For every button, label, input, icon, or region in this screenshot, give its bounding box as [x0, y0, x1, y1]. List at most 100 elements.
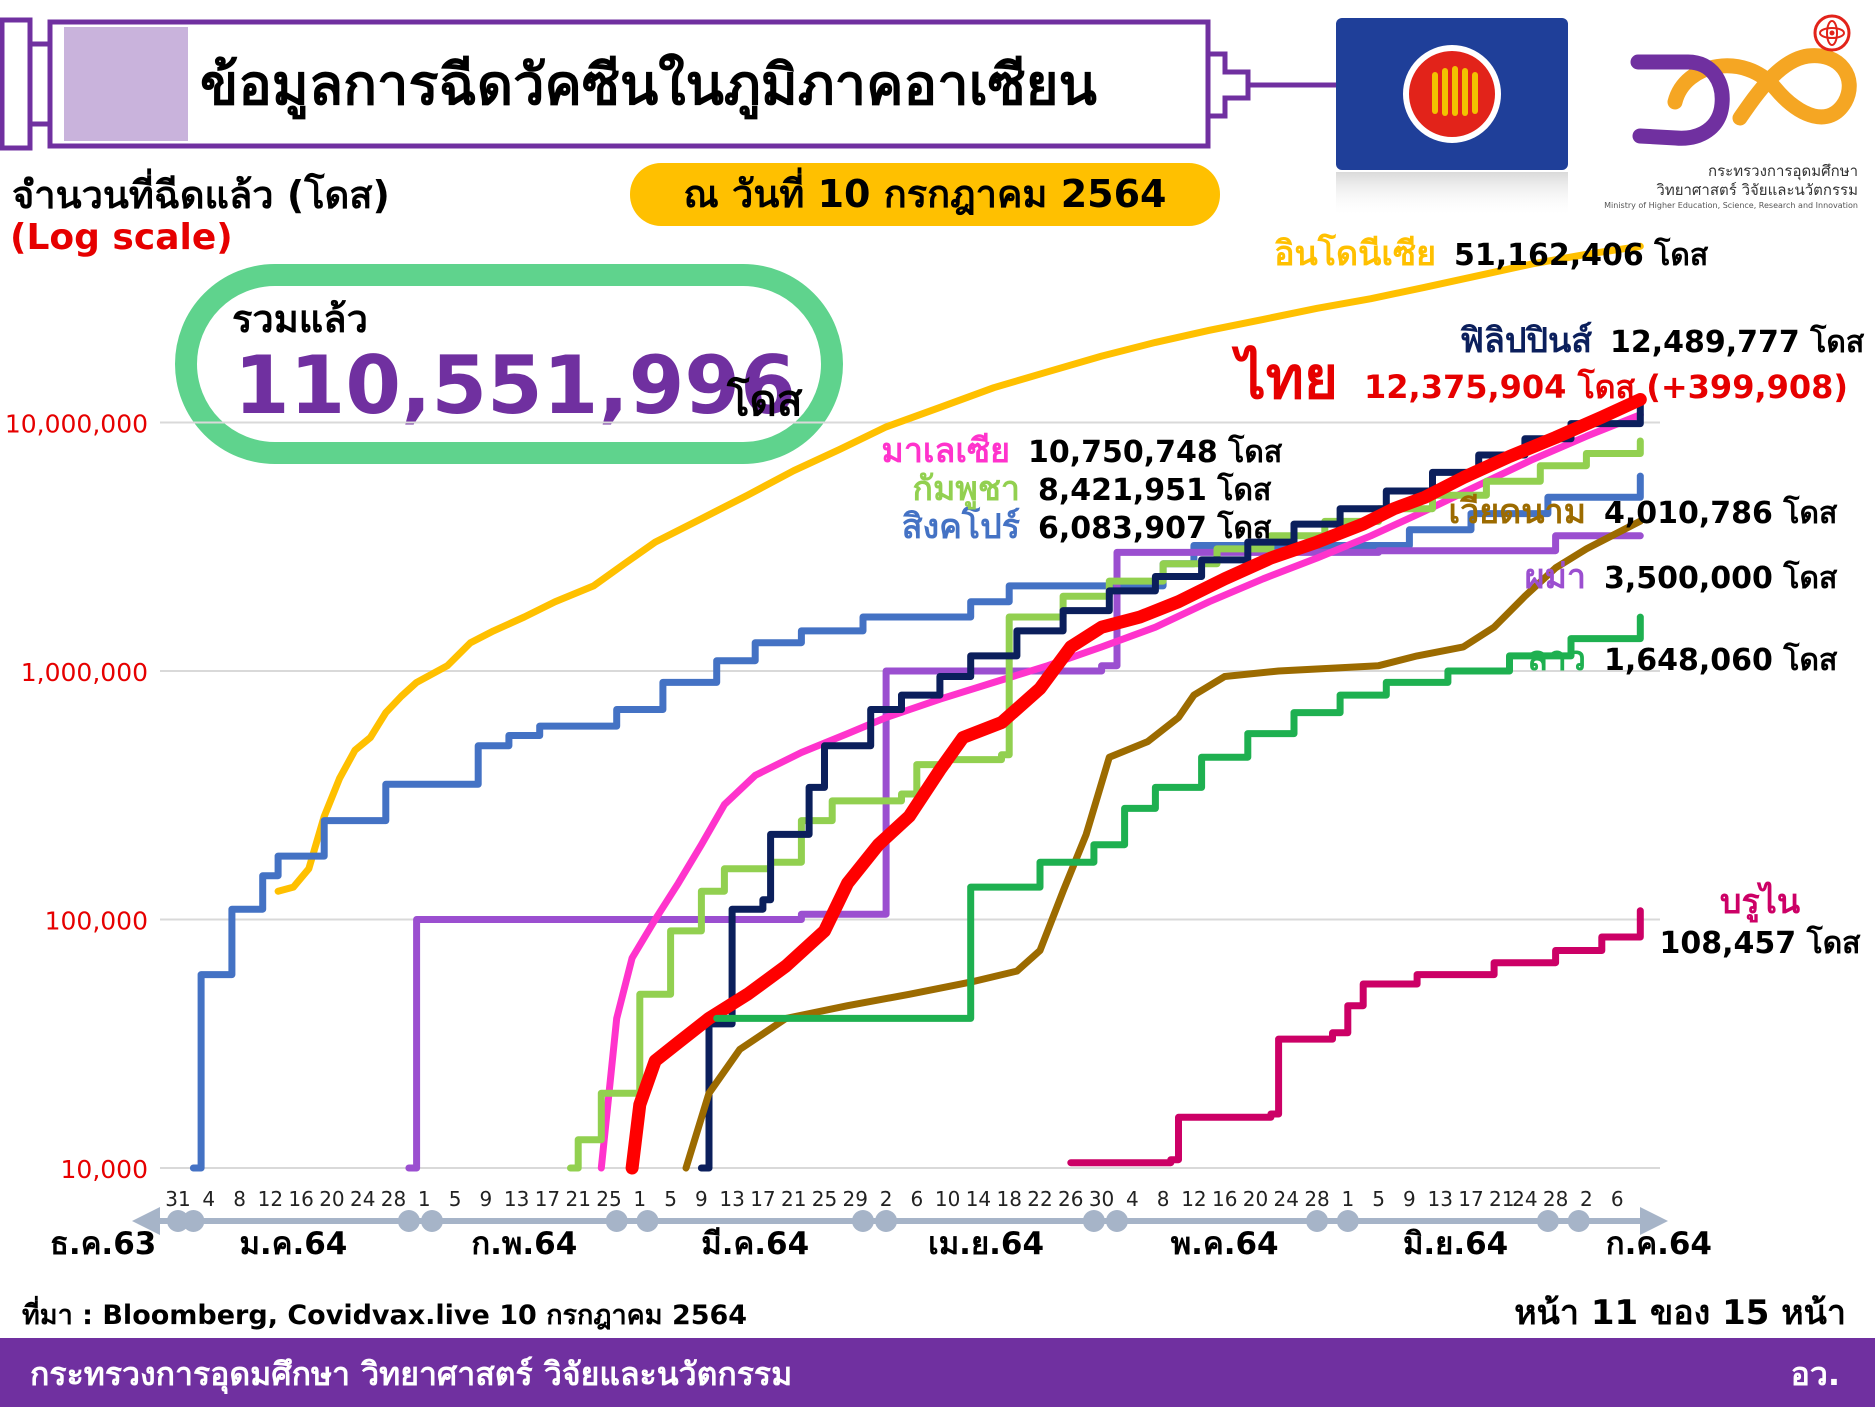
ministry-name-en: Ministry of Higher Education, Science, R… — [1604, 201, 1858, 210]
ministry-name-line1: กระทรวงการอุดมศึกษา — [1708, 162, 1858, 181]
x-tick-label: 14 — [966, 1187, 991, 1211]
series-label-value: 12,375,904 โดส (+399,908) — [1364, 368, 1848, 406]
timeline-arrow-left-icon — [132, 1207, 160, 1235]
series-label-name: มาเลเซีย — [881, 431, 1010, 471]
x-tick-label: 1 — [633, 1187, 646, 1211]
month-label: เม.ย.64 — [928, 1226, 1044, 1262]
x-tick-label: 25 — [596, 1187, 621, 1211]
x-tick-label: 1 — [418, 1187, 431, 1211]
page-number: หน้า 11 ของ 15 หน้า — [1514, 1293, 1846, 1333]
timeline-arrow-right-icon — [1640, 1207, 1668, 1235]
month-label: ก.ค.64 — [1606, 1226, 1712, 1262]
month-boundary-dot — [420, 1210, 443, 1232]
series-line — [274, 242, 1644, 895]
series-line — [625, 393, 1647, 1175]
series-label-name: สิงคโปร์ — [902, 506, 1021, 547]
x-tick-label: 9 — [1403, 1187, 1416, 1211]
y-tick-label: 10,000,000 — [5, 410, 148, 439]
y-axis-label: จำนวนที่ฉีดแล้ว (โดส) — [12, 168, 390, 217]
x-tick-label: 16 — [1212, 1187, 1237, 1211]
series-label-name: อินโดนีเซีย — [1274, 233, 1436, 274]
x-tick-label: 10 — [935, 1187, 960, 1211]
x-tick-label: 25 — [812, 1187, 837, 1211]
footer-bar — [0, 1338, 1875, 1407]
x-tick-label: 13 — [719, 1187, 744, 1211]
month-boundary-dot — [1336, 1210, 1359, 1232]
series-label-name: เวียดนาม — [1449, 492, 1586, 532]
month-boundary-dot — [1105, 1210, 1128, 1232]
series-line — [567, 437, 1644, 1172]
page-title: ข้อมูลการฉีดวัคซีนในภูมิภาคอาเซียน — [200, 52, 1097, 120]
month-label: มิ.ย.64 — [1403, 1226, 1508, 1262]
x-tick-label: 12 — [1181, 1187, 1206, 1211]
series-label-name: ฟิลิปปินส์ — [1460, 321, 1592, 361]
date-pill — [630, 163, 1220, 226]
month-boundary-dot — [182, 1210, 205, 1232]
x-tick-label: 17 — [535, 1187, 560, 1211]
x-tick-label: 20 — [1243, 1187, 1268, 1211]
x-tick-label: 18 — [996, 1187, 1021, 1211]
month-label: ธ.ค.63 — [50, 1226, 156, 1262]
month-boundary-dot — [1306, 1210, 1329, 1232]
x-tick-label: 12 — [258, 1187, 283, 1211]
month-label: ม.ค.64 — [240, 1226, 348, 1262]
x-tick-label: 6 — [910, 1187, 923, 1211]
x-tick-label: 2 — [880, 1187, 893, 1211]
series-line — [189, 472, 1644, 1172]
series-line — [697, 395, 1644, 1172]
x-tick-label: 9 — [695, 1187, 708, 1211]
x-tick-label: 1 — [1341, 1187, 1354, 1211]
total-value: 110,551,996 — [234, 339, 796, 432]
y-tick-label: 100,000 — [45, 907, 148, 936]
month-label: ก.พ.64 — [471, 1226, 577, 1262]
x-tick-label: 21 — [1489, 1187, 1514, 1211]
month-label: มี.ค.64 — [701, 1226, 809, 1262]
ministry-name-line2: วิทยาศาสตร์ วิจัยและนวัตกรรม — [1656, 181, 1858, 199]
x-tick-label: 4 — [202, 1187, 215, 1211]
x-tick-label: 2 — [1580, 1187, 1593, 1211]
series-label-value: 3,500,000 โดส — [1604, 559, 1838, 596]
total-pill — [175, 264, 843, 464]
x-tick-label: 16 — [288, 1187, 313, 1211]
x-tick-label: 24 — [350, 1187, 375, 1211]
y-axis: 10,000 100,000 1,000,000 10,000,000 — [5, 410, 148, 1185]
x-tick-label: 29 — [843, 1187, 868, 1211]
series-label-value: 6,083,907 โดส — [1038, 509, 1272, 546]
x-tick-label: 6 — [1611, 1187, 1624, 1211]
source-text: ที่มา : Bloomberg, Covidvax.live 10 กรกฎ… — [22, 1295, 747, 1331]
x-axis: 31 4 8 12 16 20 24 28 1 5 9 13 17 21 25 1 5 9 13 17 21 25 29 2 6… — [50, 1187, 1712, 1262]
syringe-icon — [0, 17, 1340, 151]
month-label: พ.ค.64 — [1171, 1226, 1279, 1262]
footer-abbr: อว. — [1791, 1355, 1840, 1393]
x-tick-label: 28 — [1543, 1187, 1568, 1211]
series-line — [713, 613, 1644, 1022]
series-label-name: ไทย — [1231, 344, 1338, 412]
month-boundary-dot — [1536, 1210, 1559, 1232]
footer-ministry: กระทรวงการอุดมศึกษา วิทยาศาสตร์ วิจัยและ… — [30, 1355, 792, 1395]
ministry-logo-icon — [1630, 48, 1857, 146]
x-tick-label: 5 — [1372, 1187, 1385, 1211]
series-label-value: 12,489,777 โดส — [1610, 323, 1865, 360]
total-unit: โดส — [726, 376, 803, 425]
total-label: รวมแล้ว — [232, 297, 368, 341]
series-label-value: 1,648,060 โดส — [1604, 641, 1838, 678]
series-line — [682, 517, 1644, 1172]
x-tick-label: 26 — [1058, 1187, 1083, 1211]
x-tick-label: 30 — [1089, 1187, 1114, 1211]
x-tick-label: 21 — [565, 1187, 590, 1211]
series-label-value: 51,162,406 โดส — [1454, 236, 1709, 273]
x-tick-label: 8 — [233, 1187, 246, 1211]
x-tick-label: 13 — [504, 1187, 529, 1211]
series-line — [1067, 907, 1644, 1167]
month-boundary-dot — [397, 1210, 420, 1232]
series-label-value: 10,750,748 โดส — [1028, 433, 1283, 470]
x-tick-label: 13 — [1427, 1187, 1452, 1211]
month-boundary-dot — [605, 1210, 628, 1232]
y-tick-label: 1,000,000 — [21, 658, 148, 687]
date-text: ณ วันที่ 10 กรกฎาคม 2564 — [684, 167, 1167, 216]
series-line — [405, 532, 1644, 1172]
atom-icon — [1813, 14, 1851, 52]
